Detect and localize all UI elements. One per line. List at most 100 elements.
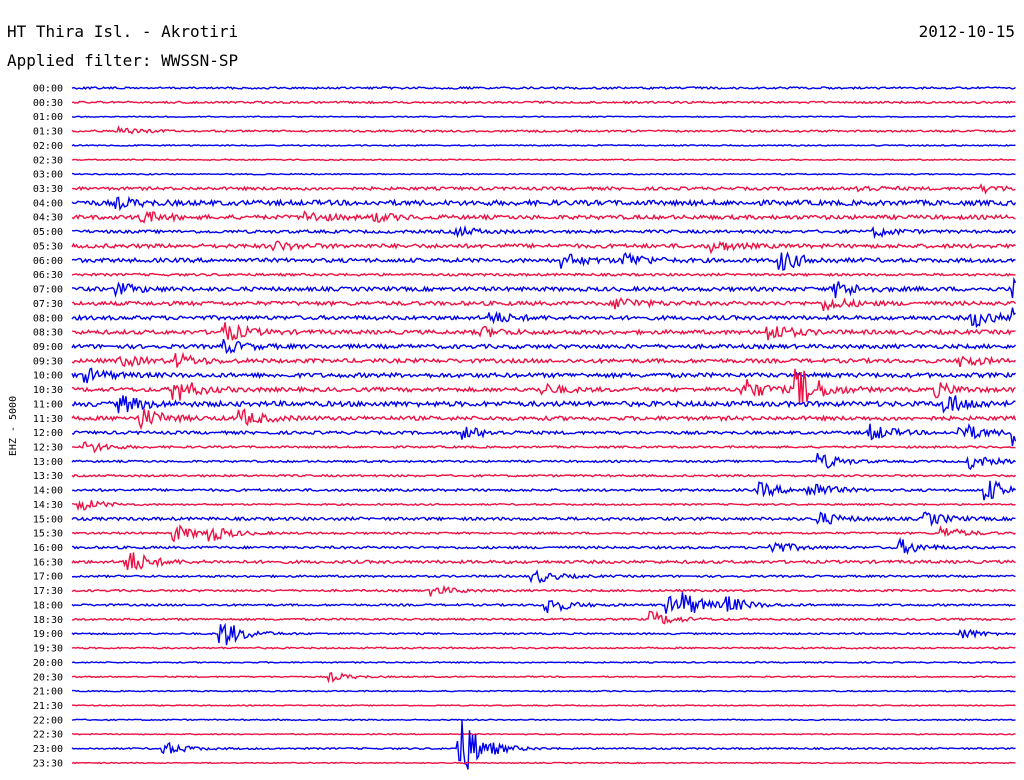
y-tick-label: 03:00 — [33, 170, 63, 181]
trace-line — [71, 210, 1016, 224]
y-tick-label: 11:00 — [33, 399, 63, 410]
y-tick-label: 03:30 — [33, 184, 63, 195]
y-tick-label: 08:00 — [33, 313, 63, 324]
y-tick-label: 19:00 — [33, 629, 63, 640]
trace-line — [71, 297, 1017, 312]
trace-line — [71, 592, 1016, 614]
y-tick-label: 15:30 — [33, 529, 63, 540]
trace-line — [71, 671, 1016, 684]
trace-line — [71, 195, 1017, 212]
y-tick-label: 21:30 — [33, 701, 63, 712]
y-tick-label: 23:00 — [33, 744, 63, 755]
y-tick-label: 18:30 — [33, 615, 63, 626]
y-tick-label: 09:30 — [33, 356, 63, 367]
y-tick-label: 06:30 — [33, 270, 63, 281]
y-tick-label: 20:00 — [33, 658, 63, 669]
y-tick-label: 15:00 — [33, 514, 63, 525]
trace-line — [71, 646, 1016, 650]
y-tick-label: 18:00 — [33, 600, 63, 611]
y-tick-label: 10:00 — [33, 371, 63, 382]
y-tick-label: 14:30 — [33, 500, 63, 511]
chart-date: 2012-10-15 — [919, 22, 1015, 41]
trace-line — [71, 368, 1016, 406]
trace-line — [71, 125, 1016, 135]
y-tick-label: 04:00 — [33, 198, 63, 209]
trace-line — [71, 452, 1016, 471]
trace-line — [71, 338, 1017, 355]
trace-line — [71, 552, 1016, 571]
trace-line — [71, 720, 1016, 770]
trace-line — [71, 307, 1016, 329]
y-tick-label: 22:30 — [33, 730, 63, 741]
y-axis-label: EHZ - 5000 — [8, 396, 19, 456]
y-tick-label: 07:00 — [33, 285, 63, 296]
trace-line — [71, 689, 1016, 693]
trace-line — [71, 473, 1017, 478]
trace-line — [71, 718, 1016, 722]
y-tick-label: 10:30 — [33, 385, 63, 396]
y-tick-label: 17:00 — [33, 572, 63, 583]
trace-line — [71, 610, 1016, 625]
trace-line — [71, 322, 1016, 341]
trace-line — [71, 732, 1016, 736]
trace-line — [72, 569, 1016, 584]
y-tick-label: 11:30 — [33, 414, 63, 425]
trace-line — [71, 85, 1016, 91]
trace-line — [71, 351, 1016, 368]
trace-line — [71, 100, 1016, 105]
trace-line — [71, 272, 1016, 278]
y-tick-label: 19:30 — [33, 644, 63, 655]
trace-lines — [71, 85, 1017, 770]
trace-line — [71, 158, 1016, 162]
y-tick-label: 20:30 — [33, 672, 63, 683]
trace-line — [71, 660, 1016, 664]
y-tick-label: 12:00 — [33, 428, 63, 439]
y-tick-label: 05:30 — [33, 241, 63, 252]
y-tick-label: 12:30 — [33, 443, 63, 454]
trace-line — [71, 395, 1016, 414]
trace-line — [71, 224, 1017, 240]
y-tick-label: 06:00 — [33, 256, 63, 267]
trace-line — [71, 524, 1016, 543]
trace-line — [71, 172, 1016, 176]
y-tick-label: 04:30 — [33, 213, 63, 224]
y-tick-labels: 00:00 00:30 01:00 01:30 02:00 02:30 03:00 03:30… — [33, 84, 63, 770]
trace-line — [71, 704, 1016, 707]
y-tick-label: 14:00 — [33, 486, 63, 497]
trace-line — [71, 251, 1016, 271]
y-tick-label: 08:30 — [33, 328, 63, 339]
y-tick-label: 00:30 — [33, 98, 63, 109]
station-title: HT Thira Isl. - Akrotiri — [7, 22, 238, 41]
trace-line — [71, 367, 1016, 384]
trace-line — [71, 422, 1017, 447]
trace-line — [71, 441, 1016, 454]
trace-line — [71, 536, 1016, 556]
y-tick-label: 13:00 — [33, 457, 63, 468]
y-tick-label: 02:00 — [33, 141, 63, 152]
y-tick-label: 21:00 — [33, 687, 63, 698]
trace-line — [71, 183, 1016, 195]
trace-line — [71, 480, 1017, 501]
trace-line — [71, 276, 1017, 299]
trace-line — [71, 622, 1017, 646]
y-tick-label: 16:30 — [33, 557, 63, 568]
trace-line — [71, 761, 1016, 765]
trace-line — [71, 115, 1016, 119]
trace-line — [71, 240, 1016, 255]
y-tick-label: 02:30 — [33, 155, 63, 166]
trace-line — [71, 500, 1016, 512]
y-tick-label: 17:30 — [33, 586, 63, 597]
y-tick-label: 01:00 — [33, 112, 63, 123]
y-tick-label: 16:00 — [33, 543, 63, 554]
y-tick-label: 01:30 — [33, 127, 63, 138]
y-tick-label: 09:00 — [33, 342, 63, 353]
y-tick-label: 00:00 — [33, 84, 63, 95]
trace-line — [71, 143, 1016, 147]
y-tick-label: 07:30 — [33, 299, 63, 310]
trace-line — [71, 408, 1017, 431]
y-tick-label: 23:30 — [33, 758, 63, 769]
y-tick-label: 05:00 — [33, 227, 63, 238]
y-tick-label: 22:00 — [33, 715, 63, 726]
y-tick-label: 13:30 — [33, 471, 63, 482]
